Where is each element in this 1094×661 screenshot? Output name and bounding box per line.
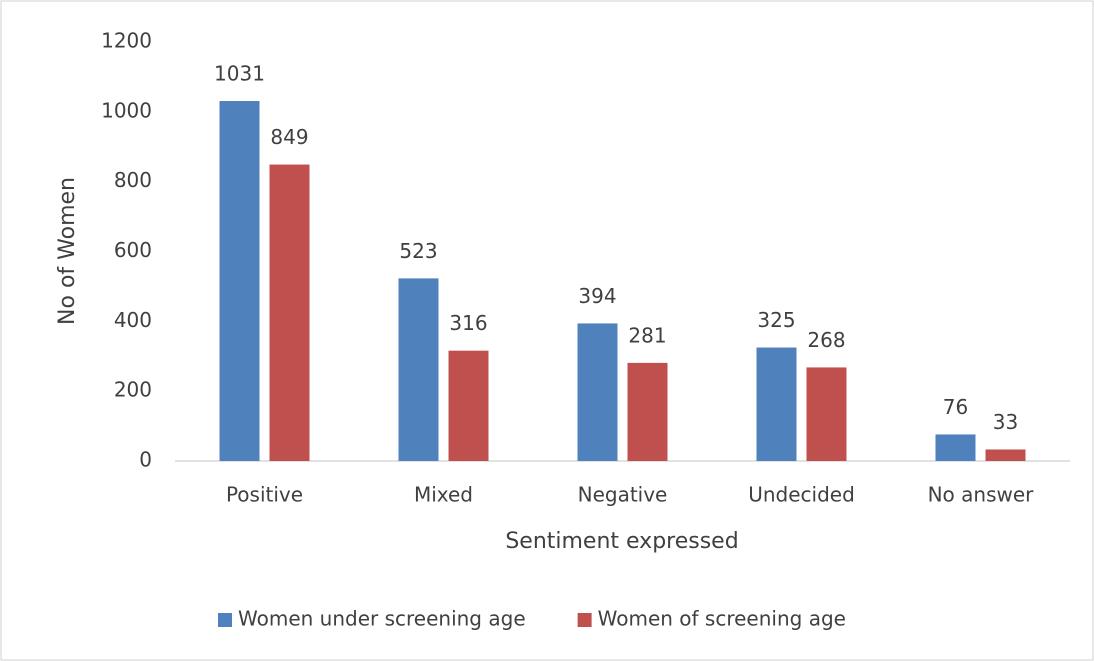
data-label: 523 [399, 239, 437, 263]
bar [985, 449, 1026, 461]
y-tick-label: 0 [139, 448, 152, 472]
bar [398, 278, 439, 461]
x-tick-label: No answer [928, 483, 1035, 507]
bar [806, 367, 847, 461]
y-tick-label: 200 [114, 378, 152, 402]
data-label: 394 [578, 284, 616, 308]
data-label: 325 [757, 308, 795, 332]
y-tick-label: 600 [114, 238, 152, 262]
y-axis-label: No of Women [55, 177, 80, 325]
data-label: 281 [628, 323, 666, 347]
bar [756, 347, 797, 461]
bar [219, 101, 260, 462]
bar [577, 323, 618, 461]
x-axis-label: Sentiment expressed [505, 529, 738, 554]
x-tick-label: Negative [578, 483, 668, 507]
bar [627, 362, 668, 461]
x-tick-label: Undecided [748, 483, 855, 507]
legend-label: Women of screening age [598, 607, 846, 631]
bar [935, 434, 976, 461]
x-tick-label: Mixed [414, 483, 473, 507]
y-tick-label: 1200 [101, 29, 152, 53]
y-tick-label: 400 [114, 308, 152, 332]
x-tick-label: Positive [226, 483, 303, 507]
legend-label: Women under screening age [238, 607, 526, 631]
data-label: 316 [449, 311, 487, 335]
y-tick-label: 1000 [101, 98, 152, 122]
data-label: 1031 [214, 62, 265, 86]
bar [448, 350, 489, 461]
y-tick-label: 800 [114, 168, 152, 192]
bar [269, 164, 310, 461]
legend-swatch [577, 613, 592, 627]
data-label: 76 [943, 395, 968, 419]
legend-swatch [218, 613, 232, 627]
data-label: 33 [993, 410, 1018, 434]
data-label: 849 [270, 125, 308, 149]
data-label: 268 [807, 328, 845, 352]
